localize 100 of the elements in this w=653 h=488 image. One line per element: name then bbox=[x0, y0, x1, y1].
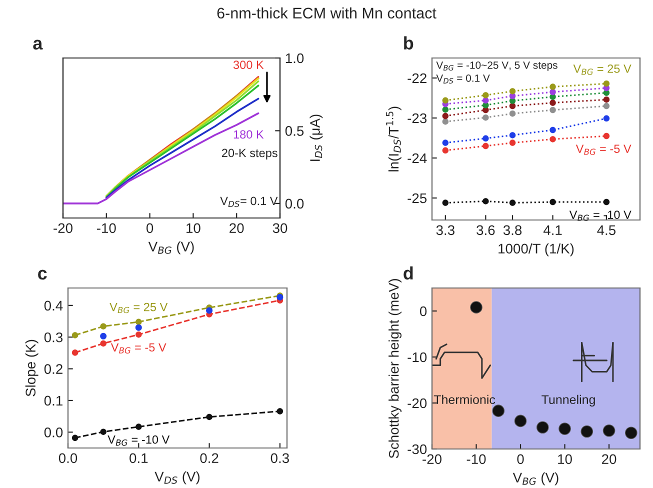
band-label: Thermionic bbox=[434, 394, 496, 404]
point bbox=[509, 110, 516, 117]
annotation: V$_{DS}$= 0.1 V bbox=[220, 196, 278, 208]
series-label: V$_{BG}$ = 25 V bbox=[573, 64, 632, 75]
y2-tick-label: 0.0 bbox=[285, 198, 304, 209]
point bbox=[580, 425, 594, 438]
point bbox=[136, 424, 142, 430]
point bbox=[100, 340, 106, 347]
y-tick-label: -25 bbox=[408, 193, 427, 204]
point bbox=[72, 332, 78, 338]
x-tick-label: 30 bbox=[272, 223, 288, 234]
point bbox=[603, 96, 610, 103]
point bbox=[100, 332, 107, 340]
point bbox=[72, 434, 78, 441]
text: d bbox=[404, 266, 413, 280]
text: c bbox=[38, 270, 47, 280]
point bbox=[206, 307, 213, 314]
point bbox=[442, 97, 449, 104]
series-label: V$_{BG}$ = -5 V bbox=[110, 343, 166, 354]
x-tick-label: 0 bbox=[517, 454, 524, 464]
point bbox=[482, 114, 489, 121]
x-tick-label: 3.8 bbox=[503, 225, 522, 236]
point bbox=[442, 106, 449, 113]
x-tick-label: 0.0 bbox=[58, 453, 78, 464]
series-label: 300 K bbox=[233, 60, 264, 70]
point bbox=[509, 88, 516, 94]
x-tick-label: 0 bbox=[146, 223, 154, 234]
point bbox=[603, 198, 610, 206]
point bbox=[135, 324, 142, 331]
series-label: V$_{BG}$ = -5 V bbox=[576, 144, 632, 155]
x-tick-label: 3.6 bbox=[476, 225, 495, 236]
y-tick-label: -23 bbox=[408, 113, 427, 124]
x-tick-label: 20 bbox=[602, 454, 616, 464]
annotation: V$_{BG}$ = -10~25 V, 5 V steps bbox=[436, 61, 558, 71]
series-label: V$_{BG}$ = -10 V bbox=[569, 210, 632, 221]
text: 6-nm-thick ECM with Mn contact bbox=[217, 7, 436, 19]
x-tick-label: 0.3 bbox=[270, 453, 289, 464]
x-tick-label: 20 bbox=[230, 223, 244, 234]
point bbox=[550, 100, 556, 106]
point bbox=[536, 421, 549, 434]
text: b bbox=[404, 36, 414, 50]
point bbox=[442, 118, 449, 125]
y-axis-title: ln(I$_{DS}$/T$^{1.5}$) bbox=[386, 106, 402, 172]
point bbox=[509, 132, 516, 138]
x-tick-label: -10 bbox=[466, 454, 486, 464]
point bbox=[550, 136, 556, 142]
point bbox=[602, 424, 616, 437]
band-label: Tunneling bbox=[542, 394, 595, 407]
y-tick-label: 0.2 bbox=[44, 364, 62, 374]
x-tick-label: -20 bbox=[54, 223, 72, 234]
x-tick-label: 10 bbox=[558, 454, 572, 464]
y2-tick-label: 1.0 bbox=[286, 53, 304, 64]
x-tick-label: -10 bbox=[96, 223, 116, 234]
x-tick-label: 4.5 bbox=[597, 225, 616, 236]
point bbox=[603, 102, 610, 110]
annotation: V$_{DS}$ = 0.1 V bbox=[436, 74, 490, 84]
x-tick-label: 0.2 bbox=[200, 453, 218, 464]
y-tick-label: -24 bbox=[408, 153, 427, 164]
point bbox=[558, 422, 571, 435]
annotation: 20-K steps bbox=[222, 148, 278, 160]
y-tick-label: 0.3 bbox=[44, 332, 63, 342]
x-tick-label: -20 bbox=[422, 454, 442, 464]
point bbox=[136, 331, 142, 338]
y-axis-title: Schottky barrier height (meV) bbox=[388, 279, 402, 458]
point bbox=[550, 198, 556, 206]
point bbox=[442, 112, 449, 120]
x-tick-label: 3.3 bbox=[436, 225, 454, 236]
point bbox=[603, 115, 610, 122]
y-tick-label: -30 bbox=[408, 444, 427, 454]
x-axis-title: V$_{BG}$ (V) bbox=[148, 241, 194, 254]
series-label: V$_{BG}$ = -10 V bbox=[108, 435, 170, 446]
point bbox=[482, 97, 489, 104]
x-tick-label: 0.1 bbox=[130, 453, 148, 464]
y-tick-label: 0.0 bbox=[44, 427, 63, 438]
x-axis-title: V$_{BG}$ (V) bbox=[512, 472, 558, 486]
point bbox=[100, 323, 106, 330]
y-tick-label: 0.4 bbox=[44, 300, 63, 311]
series-label: 180 K bbox=[234, 130, 264, 139]
point bbox=[482, 142, 489, 150]
y2-tick-label: 0.5 bbox=[285, 126, 304, 136]
y-tick-label: -22 bbox=[408, 73, 426, 84]
point bbox=[442, 200, 449, 206]
text: a bbox=[33, 40, 43, 50]
point bbox=[72, 350, 78, 356]
y-tick-label: 0 bbox=[420, 306, 427, 316]
point bbox=[442, 140, 449, 146]
y2-axis-title: I$_{DS}$ (μA) bbox=[310, 114, 323, 161]
point bbox=[482, 135, 489, 142]
y-tick-label: -20 bbox=[408, 398, 427, 408]
point bbox=[514, 414, 527, 428]
point bbox=[624, 426, 638, 440]
x-tick-label: 10 bbox=[186, 223, 200, 234]
point bbox=[509, 140, 516, 146]
point bbox=[206, 414, 212, 420]
point bbox=[442, 147, 449, 154]
y-tick-label: -10 bbox=[408, 352, 427, 362]
point bbox=[100, 428, 106, 435]
point bbox=[550, 84, 556, 90]
y-tick-label: 0.1 bbox=[44, 396, 62, 406]
point bbox=[482, 92, 489, 98]
